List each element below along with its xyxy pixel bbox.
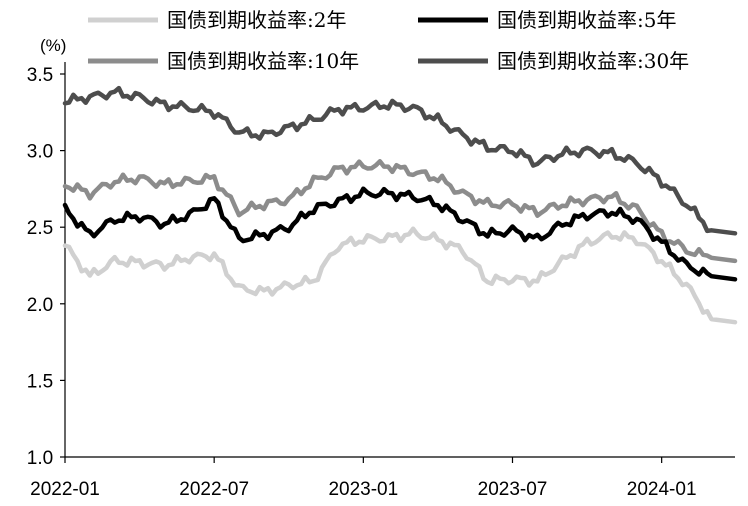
x-tick-label: 2022-07 [179, 479, 249, 500]
y-tick-label: 1.5 [27, 371, 53, 392]
y-tick-label: 1.0 [27, 448, 53, 469]
y-tick-label: 3.5 [27, 65, 53, 86]
series-lines [62, 85, 738, 325]
x-tick-label: 2023-01 [328, 479, 398, 500]
series-line-1 [62, 226, 738, 325]
legend-entry-label: 国债到期收益率:10年 [167, 49, 359, 73]
y-tick-label: 2.5 [27, 218, 53, 239]
legend-entry-label: 国债到期收益率:30年 [497, 49, 689, 73]
x-tick-label: 2024-01 [627, 479, 697, 500]
series-line-4 [62, 85, 738, 236]
y-tick-label: 2.0 [27, 295, 53, 316]
x-tick-label: 2022-01 [30, 479, 100, 500]
y-axis-unit-label: (%) [40, 36, 66, 55]
legend-entry-label: 国债到期收益率:2年 [167, 8, 346, 32]
y-tick-label: 3.0 [27, 142, 53, 163]
axes: 3.5 3.0 2.5 2.0 1.5 1.0 2022-01 2022-07 2023-01 2… [27, 62, 735, 500]
legend-entry-label: 国债到期收益率:5年 [497, 8, 676, 32]
x-tick-label: 2023-07 [478, 479, 548, 500]
series-line-3 [62, 159, 738, 264]
series-line-2 [62, 186, 738, 282]
